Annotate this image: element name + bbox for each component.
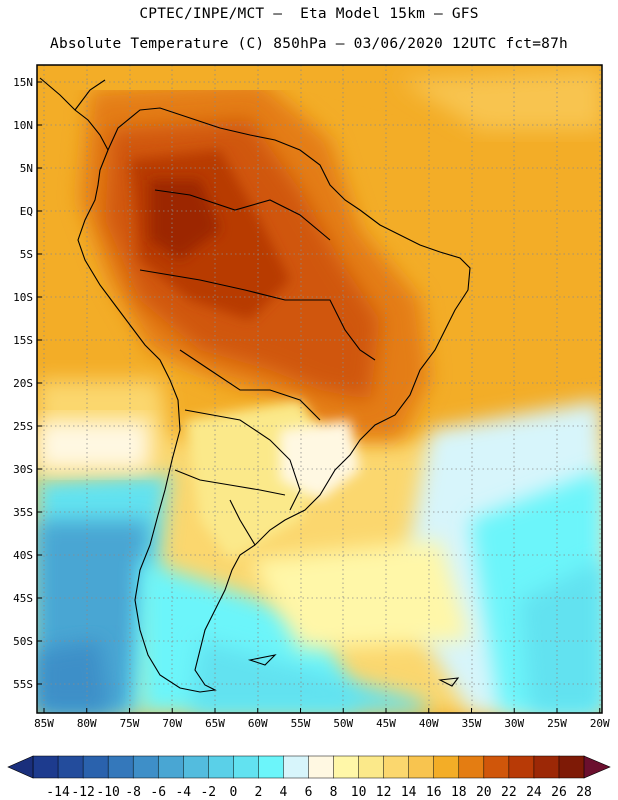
colorbar-swatch [483, 755, 510, 779]
lat-label: 55S [13, 678, 33, 691]
lon-label: 45W [376, 717, 396, 730]
colorbar-tick-label: -8 [125, 785, 141, 800]
map-frame [36, 64, 603, 714]
colorbar-tick-label: 24 [526, 785, 542, 800]
colorbar-tick-label: 4 [280, 785, 288, 800]
lat-label: 5S [20, 248, 33, 261]
colorbar-tick-label: 22 [501, 785, 517, 800]
lon-label: 25W [547, 717, 567, 730]
colorbar-swatch [358, 755, 385, 779]
lat-label: 10S [13, 291, 33, 304]
colorbar-tick-label: -6 [150, 785, 166, 800]
lat-label: 10N [13, 119, 33, 132]
lat-label: 15S [13, 334, 33, 347]
colorbar-tick-labels: -14 -12 -10 -8 -6 -4 -2 0 2 4 6 8 10 12 14 16 18 20 22 24 26… [46, 785, 592, 800]
colorbar-swatch [157, 755, 184, 779]
colorbar-swatches [32, 755, 585, 779]
lat-label: 30S [13, 463, 33, 476]
colorbar-swatch [57, 755, 84, 779]
longitude-labels: 85W 80W 75W 70W 65W 60W 55W 50W 45W 40W 35W 30W 25W 2… [34, 708, 610, 730]
colorbar-swatch [533, 755, 560, 779]
colorbar-tick-label: -4 [175, 785, 191, 800]
colorbar-tick-label: -2 [200, 785, 216, 800]
lat-label: EQ [20, 205, 33, 218]
lon-label: 20W [590, 717, 610, 730]
temperature-map: 15N 10N 5N EQ 5S 10S 15S 20S 25S 30S 35S 40S 45S 50S 5… [13, 64, 610, 730]
colorbar-tick-label: 14 [401, 785, 417, 800]
colorbar-swatch [258, 755, 285, 779]
colorbar-high-arrow [583, 755, 611, 779]
lat-label: 50S [13, 635, 33, 648]
lat-label: 25S [13, 420, 33, 433]
lon-label: 85W [34, 717, 54, 730]
colorbar-tick-label: 10 [351, 785, 367, 800]
lon-label: 35W [462, 717, 482, 730]
lat-label: 20S [13, 377, 33, 390]
lon-label: 70W [162, 717, 182, 730]
colorbar-swatch [32, 755, 59, 779]
lat-label: 5N [20, 162, 33, 175]
colorbar-tick-label: 2 [254, 785, 262, 800]
colorbar-swatch [132, 755, 159, 779]
colorbar-swatch [558, 755, 585, 779]
colorbar-swatch [308, 755, 335, 779]
lat-label: 40S [13, 549, 33, 562]
colorbar-swatch [82, 755, 109, 779]
colorbar-tick-label: 6 [305, 785, 313, 800]
lat-label: 15N [13, 76, 33, 89]
lon-label: 60W [248, 717, 268, 730]
latitude-labels: 15N 10N 5N EQ 5S 10S 15S 20S 25S 30S 35S 40S 45S 50S 5… [13, 76, 42, 691]
lon-label: 80W [77, 717, 97, 730]
lon-label: 75W [120, 717, 140, 730]
colorbar-tick-label: 26 [551, 785, 567, 800]
lon-label: 30W [504, 717, 524, 730]
colorbar-swatch [333, 755, 360, 779]
lon-label: 65W [205, 717, 225, 730]
colorbar-swatch [433, 755, 460, 779]
title-line-2: Absolute Temperature (C) 850hPa – 03/06/… [50, 36, 568, 52]
colorbar-swatch [183, 755, 209, 779]
colorbar-tick-label: 18 [451, 785, 467, 800]
colorbar-tick-label: 16 [426, 785, 442, 800]
title-line-1: CPTEC/INPE/MCT – Eta Model 15km – GFS [139, 6, 479, 22]
colorbar-swatch [383, 755, 410, 779]
colorbar-tick-label: -14 [46, 785, 70, 800]
colorbar-tick-label: 12 [376, 785, 392, 800]
colorbar-tick-label: 8 [330, 785, 338, 800]
temperature-field [37, 65, 602, 713]
colorbar-tick-label: -12 [71, 785, 94, 800]
colorbar-swatch [408, 755, 435, 779]
colorbar-swatch [458, 755, 485, 779]
lon-label: 40W [419, 717, 439, 730]
colorbar-swatch [283, 755, 310, 779]
coastlines [39, 77, 471, 693]
colorbar-tick-label: 20 [476, 785, 492, 800]
lon-label: 55W [291, 717, 311, 730]
lat-label: 45S [13, 592, 33, 605]
colorbar-swatch [508, 755, 535, 779]
colorbar-swatch [233, 755, 259, 779]
colorbar-low-arrow [7, 755, 34, 779]
lat-label: 35S [13, 506, 33, 519]
graticule [37, 65, 602, 713]
lon-label: 50W [333, 717, 353, 730]
colorbar-tick-label: -10 [96, 785, 119, 800]
colorbar-swatch [208, 755, 234, 779]
colorbar-tick-label: 28 [576, 785, 592, 800]
colorbar-swatch [107, 755, 134, 779]
colorbar-tick-label: 0 [229, 785, 237, 800]
